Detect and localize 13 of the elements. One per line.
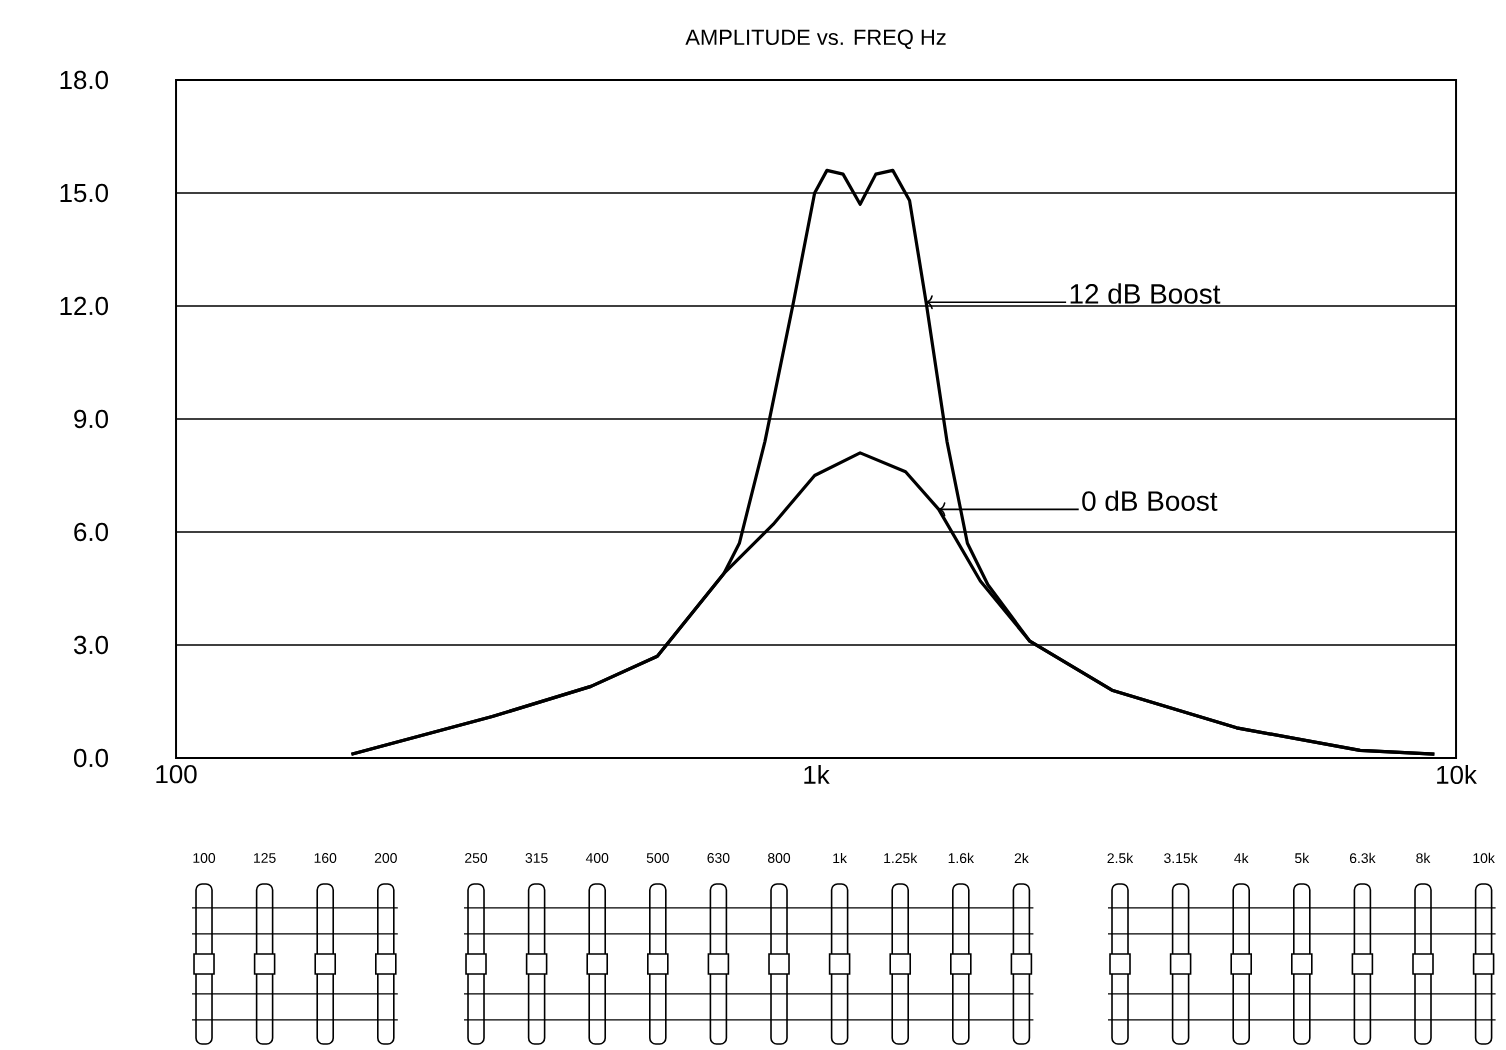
x-tick-label: 10k — [1437, 765, 1477, 785]
y-tick-label: 3.0 — [73, 635, 108, 655]
y-tick-label: 6.0 — [74, 522, 108, 542]
y-tick-label: 0.0 — [73, 748, 108, 768]
y-tick-label: 9.0 — [74, 409, 108, 429]
x-tick-label: 1k — [804, 765, 830, 784]
annotation: 12 dB Boost — [1070, 283, 1221, 304]
y-tick-label: 12.0 — [60, 296, 108, 316]
chart-title: AMPLITUDE vs. FREQ Hz — [685, 29, 946, 49]
y-tick-label: 18.0 — [60, 70, 108, 90]
x-tick-label: 100 — [156, 765, 197, 784]
annotation: 0 dB Boost — [1082, 490, 1218, 511]
y-tick-label: 15.0 — [60, 183, 108, 203]
